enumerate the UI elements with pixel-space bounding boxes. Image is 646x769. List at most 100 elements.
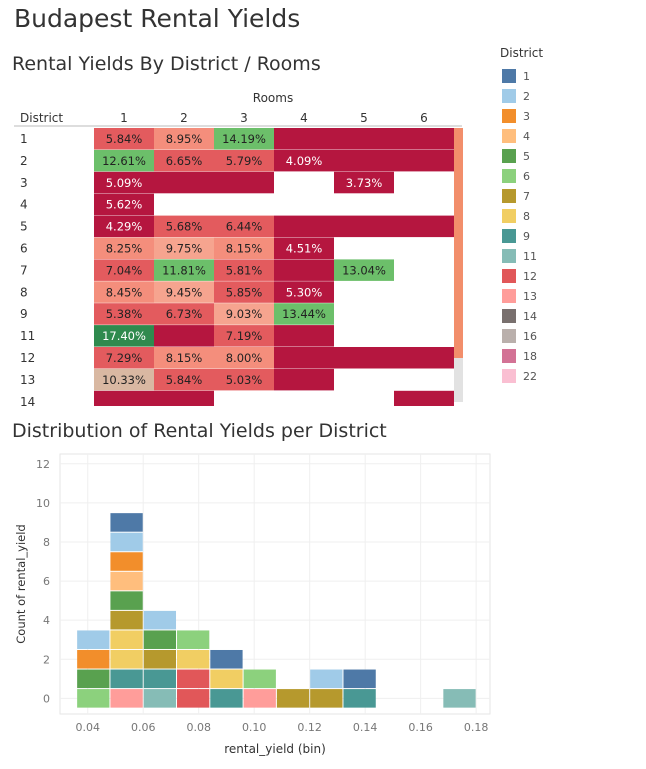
heat-cell[interactable] <box>334 259 394 281</box>
heat-cell[interactable] <box>214 325 274 347</box>
heat-cell[interactable] <box>214 237 274 260</box>
heat-cell[interactable] <box>334 128 394 150</box>
histogram-segment-district-9[interactable] <box>343 689 376 708</box>
histogram-segment-district-8[interactable] <box>110 649 143 669</box>
heat-cell[interactable] <box>94 193 154 216</box>
heat-cell[interactable] <box>154 303 214 325</box>
histogram-segment-district-8[interactable] <box>210 669 243 689</box>
heat-cell[interactable] <box>214 215 274 238</box>
heatmap-chart[interactable]: RoomsDistrict12345612345678911121314165.… <box>0 84 480 406</box>
heat-cell[interactable] <box>274 347 334 369</box>
legend-item-6[interactable]: 6 <box>500 166 640 186</box>
histogram-segment-district-13[interactable] <box>110 689 143 708</box>
heat-cell[interactable] <box>214 303 274 325</box>
scrollbar-thumb[interactable] <box>454 128 463 358</box>
histogram-segment-district-9[interactable] <box>110 669 143 689</box>
heat-cell[interactable] <box>154 128 214 150</box>
legend-item-22[interactable]: 22 <box>500 366 640 386</box>
heat-cell[interactable] <box>394 390 454 406</box>
histogram-segment-district-6[interactable] <box>177 630 210 649</box>
heat-cell[interactable] <box>214 368 274 391</box>
heat-cell[interactable] <box>334 347 394 369</box>
heat-cell[interactable] <box>94 149 154 172</box>
heat-cell[interactable] <box>274 149 334 172</box>
legend-item-1[interactable]: 1 <box>500 66 640 86</box>
heat-cell[interactable] <box>394 215 454 238</box>
heat-cell[interactable] <box>334 149 394 172</box>
heat-cell[interactable] <box>154 171 214 194</box>
heat-cell[interactable] <box>154 368 214 391</box>
histogram-segment-district-7[interactable] <box>110 610 143 630</box>
histogram-segment-district-7[interactable] <box>276 689 310 708</box>
heat-cell[interactable] <box>154 259 214 281</box>
heat-cell[interactable] <box>214 281 274 303</box>
legend-item-12[interactable]: 12 <box>500 266 640 286</box>
heat-cell[interactable] <box>154 281 214 303</box>
heat-cell[interactable] <box>214 149 274 172</box>
histogram-segment-district-8[interactable] <box>177 649 210 669</box>
heat-cell[interactable] <box>94 281 154 303</box>
heat-cell[interactable] <box>214 347 274 369</box>
histogram-segment-district-5[interactable] <box>77 669 110 689</box>
heat-cell[interactable] <box>274 259 334 281</box>
heat-cell[interactable] <box>334 171 394 194</box>
heat-cell[interactable] <box>94 325 154 347</box>
histogram-segment-district-3[interactable] <box>77 649 110 669</box>
legend-item-13[interactable]: 13 <box>500 286 640 306</box>
heat-cell[interactable] <box>214 171 274 194</box>
scrollbar-track[interactable] <box>454 358 463 402</box>
legend-item-18[interactable]: 18 <box>500 346 640 366</box>
histogram-segment-district-11[interactable] <box>143 689 177 708</box>
histogram-segment-district-5[interactable] <box>143 630 177 649</box>
heat-cell[interactable] <box>154 237 214 260</box>
histogram-segment-district-4[interactable] <box>110 571 143 591</box>
heat-cell[interactable] <box>154 149 214 172</box>
heat-cell[interactable] <box>274 237 334 260</box>
legend-item-3[interactable]: 3 <box>500 106 640 126</box>
histogram-segment-district-12[interactable] <box>177 669 210 689</box>
legend-item-2[interactable]: 2 <box>500 86 640 106</box>
heat-cell[interactable] <box>274 325 334 347</box>
heat-cell[interactable] <box>94 259 154 281</box>
histogram-segment-district-1[interactable] <box>210 649 243 669</box>
heat-cell[interactable] <box>94 347 154 369</box>
legend-item-5[interactable]: 5 <box>500 146 640 166</box>
histogram-segment-district-5[interactable] <box>110 591 143 610</box>
histogram-segment-district-7[interactable] <box>143 649 177 669</box>
histogram-segment-district-9[interactable] <box>210 689 243 708</box>
heat-cell[interactable] <box>394 128 454 150</box>
legend-item-4[interactable]: 4 <box>500 126 640 146</box>
histogram-segment-district-2[interactable] <box>310 669 343 689</box>
histogram-segment-district-6[interactable] <box>77 689 110 708</box>
heat-cell[interactable] <box>394 149 454 172</box>
histogram-segment-district-13[interactable] <box>243 689 276 708</box>
heat-cell[interactable] <box>274 303 334 325</box>
heat-cell[interactable] <box>274 128 334 150</box>
histogram-segment-district-8[interactable] <box>110 630 143 649</box>
heat-cell[interactable] <box>274 215 334 238</box>
heat-cell[interactable] <box>94 303 154 325</box>
histogram-segment-district-11[interactable] <box>443 689 476 708</box>
heat-cell[interactable] <box>94 171 154 194</box>
heat-cell[interactable] <box>394 347 454 369</box>
legend-item-9[interactable]: 9 <box>500 226 640 246</box>
histogram-segment-district-1[interactable] <box>343 669 376 689</box>
legend-item-16[interactable]: 16 <box>500 326 640 346</box>
histogram-segment-district-2[interactable] <box>77 630 110 649</box>
heat-cell[interactable] <box>94 215 154 238</box>
legend-item-14[interactable]: 14 <box>500 306 640 326</box>
heat-cell[interactable] <box>154 325 214 347</box>
heat-cell[interactable] <box>154 347 214 369</box>
heat-cell[interactable] <box>154 215 214 238</box>
heat-cell[interactable] <box>274 368 334 391</box>
legend-item-11[interactable]: 11 <box>500 246 640 266</box>
histogram-segment-district-6[interactable] <box>243 669 276 689</box>
histogram-segment-district-7[interactable] <box>310 689 343 708</box>
histogram-segment-district-3[interactable] <box>110 552 143 571</box>
histogram-segment-district-1[interactable] <box>110 513 143 532</box>
heat-cell[interactable] <box>94 390 154 406</box>
heat-cell[interactable] <box>154 390 214 406</box>
heat-cell[interactable] <box>274 281 334 303</box>
heat-cell[interactable] <box>94 237 154 260</box>
heat-cell[interactable] <box>214 128 274 150</box>
